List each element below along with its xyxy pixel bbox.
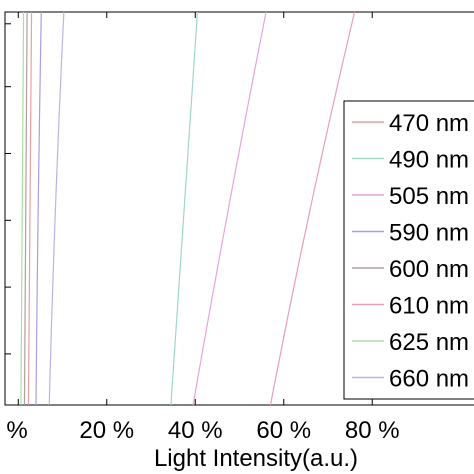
series-line-7 xyxy=(48,11,65,406)
series-line-5 xyxy=(269,11,356,406)
x-tick-label-1: 20 % xyxy=(79,417,134,444)
series-line-4 xyxy=(23,11,28,406)
x-tick-label-3: 60 % xyxy=(256,417,311,444)
series-line-2 xyxy=(192,11,267,406)
series-line-0 xyxy=(27,11,33,406)
legend-label-2: 505 nm xyxy=(389,183,469,210)
legend-label-0: 470 nm xyxy=(389,110,469,137)
series-line-1 xyxy=(170,11,199,406)
legend-label-3: 590 nm xyxy=(389,220,469,247)
x-tick-label-0: % xyxy=(6,417,27,444)
legend-label-6: 625 nm xyxy=(389,329,469,356)
legend-label-1: 490 nm xyxy=(389,147,469,174)
plot-frame xyxy=(4,11,474,406)
legend-label-4: 600 nm xyxy=(389,256,469,283)
series-line-6 xyxy=(20,11,25,406)
series-line-3 xyxy=(35,11,42,406)
x-tick-label-2: 40 % xyxy=(168,417,223,444)
legend-label-5: 610 nm xyxy=(389,293,469,320)
x-axis-title: Light Intensity(a.u.) xyxy=(154,445,358,472)
legend-label-7: 660 nm xyxy=(389,366,469,393)
legend-box xyxy=(343,100,474,400)
x-tick-label-4: 80 % xyxy=(345,417,400,444)
